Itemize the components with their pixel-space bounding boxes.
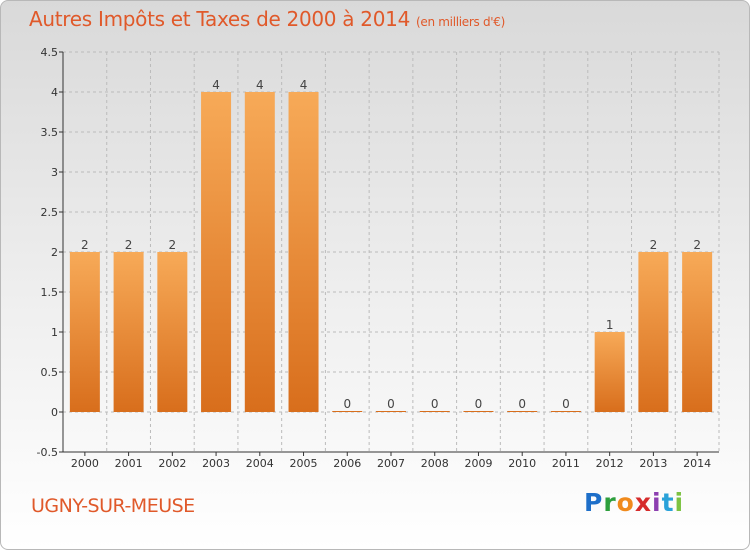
data-label: 0 xyxy=(562,397,570,411)
bar xyxy=(463,411,494,412)
town-name: UGNY-SUR-MEUSE xyxy=(31,495,195,517)
y-tick-label: 1.5 xyxy=(41,286,59,299)
bar xyxy=(682,252,713,412)
y-tick-label: 3.5 xyxy=(41,126,59,139)
x-tick-label: 2001 xyxy=(115,457,143,470)
data-label: 2 xyxy=(125,238,133,252)
data-label: 4 xyxy=(300,78,308,92)
data-label: 4 xyxy=(212,78,220,92)
x-tick-label: 2007 xyxy=(377,457,405,470)
x-tick-label: 2006 xyxy=(333,457,361,470)
bar xyxy=(332,411,363,412)
data-label: 2 xyxy=(650,238,658,252)
bar xyxy=(507,411,538,412)
y-tick-label: 2.5 xyxy=(41,206,59,219)
x-tick-label: 2005 xyxy=(290,457,318,470)
labels: -0.500.511.522.533.544.52200022001220024… xyxy=(37,46,712,470)
bar xyxy=(113,252,144,412)
data-label: 0 xyxy=(475,397,483,411)
proxiti-logo[interactable]: Proxiti xyxy=(584,488,685,517)
title-text: Autres Impôts et Taxes de 2000 à 2014 xyxy=(29,7,410,31)
x-tick-label: 2012 xyxy=(596,457,624,470)
x-tick-label: 2014 xyxy=(683,457,711,470)
bar xyxy=(638,252,669,412)
y-tick-label: 2 xyxy=(51,246,58,259)
bars xyxy=(69,92,713,412)
bar xyxy=(419,411,450,412)
bar xyxy=(550,411,581,412)
y-tick-label: 4 xyxy=(51,86,58,99)
x-tick-label: 2011 xyxy=(552,457,580,470)
data-label: 0 xyxy=(343,397,351,411)
data-label: 2 xyxy=(81,238,89,252)
data-label: 2 xyxy=(693,238,701,252)
bar xyxy=(69,252,100,412)
y-tick-label: 4.5 xyxy=(41,46,59,59)
data-label: 0 xyxy=(518,397,526,411)
bar xyxy=(594,332,625,412)
data-label: 2 xyxy=(169,238,177,252)
data-label: 0 xyxy=(431,397,439,411)
y-tick-label: 1 xyxy=(51,326,58,339)
chart-title: Autres Impôts et Taxes de 2000 à 2014 (en… xyxy=(29,7,505,31)
data-label: 0 xyxy=(387,397,395,411)
unit-note: (en milliers d'€) xyxy=(416,15,506,29)
y-tick-label: 3 xyxy=(51,166,58,179)
x-tick-label: 2009 xyxy=(464,457,492,470)
x-tick-label: 2002 xyxy=(158,457,186,470)
y-tick-label: 0.5 xyxy=(41,366,59,379)
axes xyxy=(59,51,719,456)
x-tick-label: 2000 xyxy=(71,457,99,470)
bar xyxy=(157,252,188,412)
bar xyxy=(288,92,319,412)
x-tick-label: 2010 xyxy=(508,457,536,470)
data-label: 1 xyxy=(606,318,614,332)
bar xyxy=(376,411,406,412)
y-tick-label: 0 xyxy=(51,406,58,419)
data-label: 4 xyxy=(256,78,264,92)
x-tick-label: 2004 xyxy=(246,457,274,470)
x-tick-label: 2013 xyxy=(639,457,667,470)
x-tick-label: 2008 xyxy=(421,457,449,470)
y-tick-label: -0.5 xyxy=(37,446,58,459)
bar xyxy=(244,92,275,412)
x-tick-label: 2003 xyxy=(202,457,230,470)
bar xyxy=(201,92,232,412)
